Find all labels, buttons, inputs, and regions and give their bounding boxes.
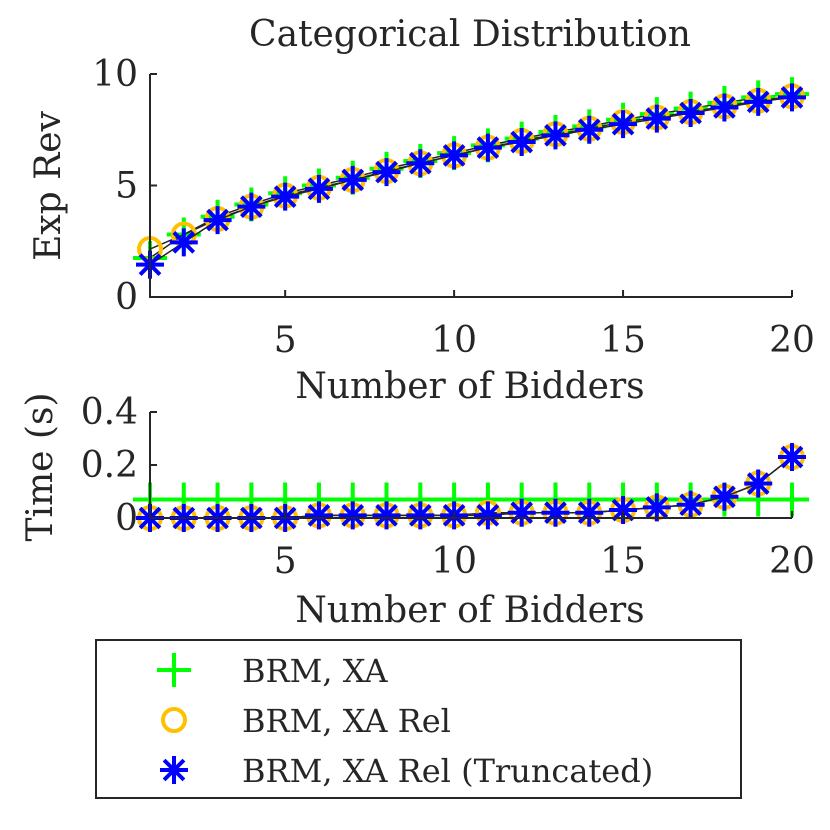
top-ticks: 5 10 15 20 0 5 10 [92, 54, 815, 361]
top-ytick-label: 0 [115, 277, 138, 318]
bottom-ytick-label: 0 [115, 498, 138, 539]
bottom-asterisk-point [507, 498, 536, 527]
top-asterisk-point [642, 104, 671, 133]
bottom-asterisk-point [609, 496, 638, 525]
chart-title: Categorical Distribution [249, 14, 691, 55]
bottom-ylabel: Time (s) [20, 393, 61, 542]
bottom-asterisk-point [372, 501, 401, 530]
top-asterisk-point [473, 133, 502, 162]
top-asterisk-point [406, 149, 435, 178]
top-xtick-label: 20 [769, 320, 815, 361]
top-ytick-label: 5 [115, 166, 138, 207]
legend: BRM, XA BRM, XA Rel BRM, XA Rel (Truncated… [95, 639, 742, 799]
bottom-ticks: 5 10 15 20 0 0.2 0.4 [81, 392, 815, 582]
bottom-asterisk-point [778, 443, 806, 472]
top-asterisk-point [575, 115, 604, 144]
legend-items: BRM, XA BRM, XA Rel BRM, XA Rel (Truncated… [157, 652, 653, 790]
legend-plus-icon [157, 653, 191, 687]
top-asterisk-point [169, 228, 198, 257]
bottom-xtick-label: 10 [431, 541, 477, 582]
top-ytick-label: 10 [92, 54, 138, 95]
top-asterisk-point [372, 158, 401, 187]
top-asterisk-point [744, 87, 773, 116]
bottom-asterisk-point [406, 501, 435, 530]
top-asterisk-point [507, 128, 536, 157]
bottom-ytick-label: 0.2 [81, 445, 138, 486]
top-xtick-label: 10 [431, 320, 477, 361]
bottom-asterisk-point [541, 498, 570, 527]
legend-label: BRM, XA Rel [242, 702, 451, 740]
top-plot: 5 10 15 20 0 5 10 Number of Bidders Exp Rev [28, 54, 815, 407]
top-asterisk-point [541, 121, 570, 150]
top-asterisk-point [304, 174, 333, 203]
top-xtick-label: 5 [274, 320, 297, 361]
legend-label: BRM, XA [242, 652, 388, 690]
bottom-asterisk-point [744, 469, 773, 498]
bottom-xtick-label: 15 [600, 541, 646, 582]
top-xlabel: Number of Bidders [295, 366, 644, 407]
top-asterisk-point [609, 110, 638, 139]
top-xtick-label: 15 [600, 320, 646, 361]
top-asterisk-point [203, 206, 232, 235]
bottom-asterisk-point [676, 490, 705, 519]
bottom-asterisk-point [575, 498, 604, 527]
legend-circle-icon [161, 707, 187, 733]
top-asterisk-point [778, 83, 806, 112]
bottom-asterisk-point [642, 493, 671, 522]
top-asterisk-point [338, 165, 367, 194]
bottom-ytick-label: 0.4 [81, 392, 138, 433]
bottom-asterisk-point [304, 501, 333, 530]
legend-asterisk-icon [160, 756, 188, 784]
top-asterisk-point [237, 192, 266, 221]
bottom-xtick-label: 20 [769, 541, 815, 582]
top-plot-marks [133, 77, 809, 279]
top-asterisk-point [271, 182, 300, 211]
bottom-plot: 5 10 15 20 0 0.2 0.4 Number of Bidders Time (s… [20, 392, 815, 631]
top-ylabel: Exp Rev [28, 110, 69, 260]
bottom-plus-point [775, 482, 809, 517]
top-asterisk-point [440, 141, 469, 170]
legend-box [95, 639, 742, 799]
top-asterisk-point [676, 99, 705, 128]
bottom-asterisk-point [338, 501, 367, 530]
top-asterisk-point [710, 93, 739, 122]
bottom-xlabel: Number of Bidders [295, 590, 644, 631]
legend-label: BRM, XA Rel (Truncated) [242, 752, 653, 790]
bottom-asterisk-point [473, 501, 502, 530]
bottom-xtick-label: 5 [274, 541, 297, 582]
bottom-asterisk-point [710, 482, 739, 511]
